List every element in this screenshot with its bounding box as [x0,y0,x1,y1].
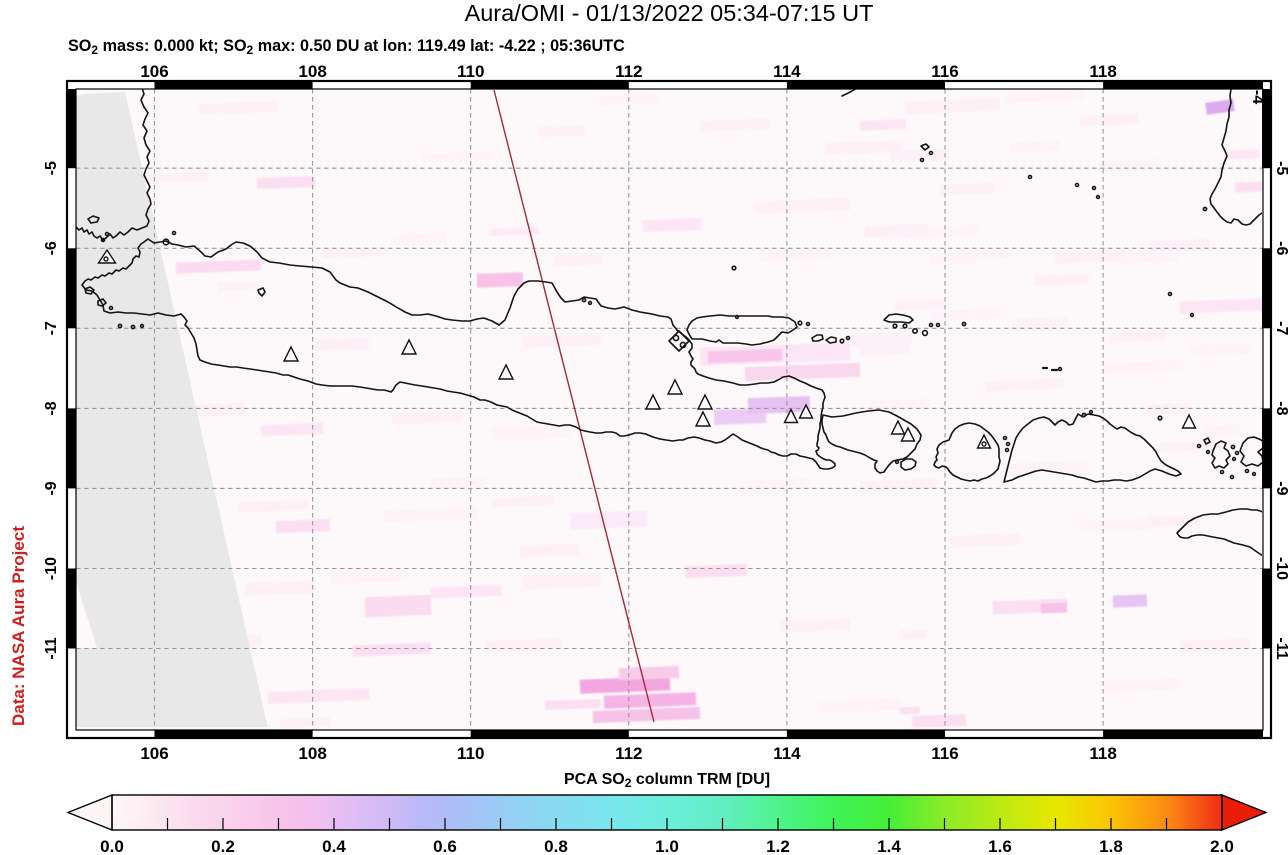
svg-text:-10: -10 [1273,557,1288,580]
svg-text:114: 114 [773,62,801,81]
svg-text:0.4: 0.4 [322,837,346,855]
svg-text:1.8: 1.8 [1099,837,1123,855]
svg-text:110: 110 [457,62,484,81]
svg-text:SO2 mass: 0.000 kt; SO2 max: 0: SO2 mass: 0.000 kt; SO2 max: 0.50 DU at … [68,37,625,57]
svg-text:110: 110 [457,744,484,763]
svg-text:Aura/OMI - 01/13/2022 05:34-07: Aura/OMI - 01/13/2022 05:34-07:15 UT [465,0,874,26]
svg-text:108: 108 [298,62,326,81]
svg-text:116: 116 [931,62,958,81]
svg-text:1.4: 1.4 [877,837,901,855]
svg-text:-9: -9 [1273,481,1288,495]
svg-text:Data: NASA Aura Project: Data: NASA Aura Project [9,526,28,726]
svg-text:1.6: 1.6 [988,837,1012,855]
svg-text:-7: -7 [1273,321,1288,335]
svg-text:-11: -11 [43,637,60,659]
svg-text:118: 118 [1089,744,1116,763]
svg-text:-8: -8 [43,401,60,415]
svg-text:116: 116 [931,744,958,763]
svg-text:-10: -10 [43,557,60,580]
svg-text:106: 106 [140,744,168,763]
svg-text:1.0: 1.0 [655,837,679,855]
svg-text:-5: -5 [1273,161,1288,175]
svg-text:2.0: 2.0 [1210,837,1234,855]
svg-text:-9: -9 [43,481,60,495]
svg-text:114: 114 [773,744,801,763]
svg-text:0.6: 0.6 [433,837,457,855]
svg-text:PCA SO2 column TRM [DU]: PCA SO2 column TRM [DU] [564,771,770,790]
svg-text:112: 112 [615,744,642,763]
svg-text:-4: -4 [1249,90,1266,104]
svg-text:-6: -6 [43,241,60,255]
svg-text:106: 106 [140,62,168,81]
svg-text:-7: -7 [43,321,60,335]
svg-text:-5: -5 [43,161,60,175]
svg-text:0.2: 0.2 [211,837,235,855]
svg-text:-8: -8 [1273,401,1288,415]
svg-text:118: 118 [1089,62,1116,81]
svg-text:108: 108 [298,744,326,763]
svg-text:0.0: 0.0 [100,837,124,855]
svg-text:112: 112 [615,62,642,81]
svg-text:-11: -11 [1273,637,1288,659]
svg-text:0.8: 0.8 [544,837,568,855]
svg-text:1.2: 1.2 [766,837,790,855]
svg-text:-6: -6 [1273,241,1288,255]
